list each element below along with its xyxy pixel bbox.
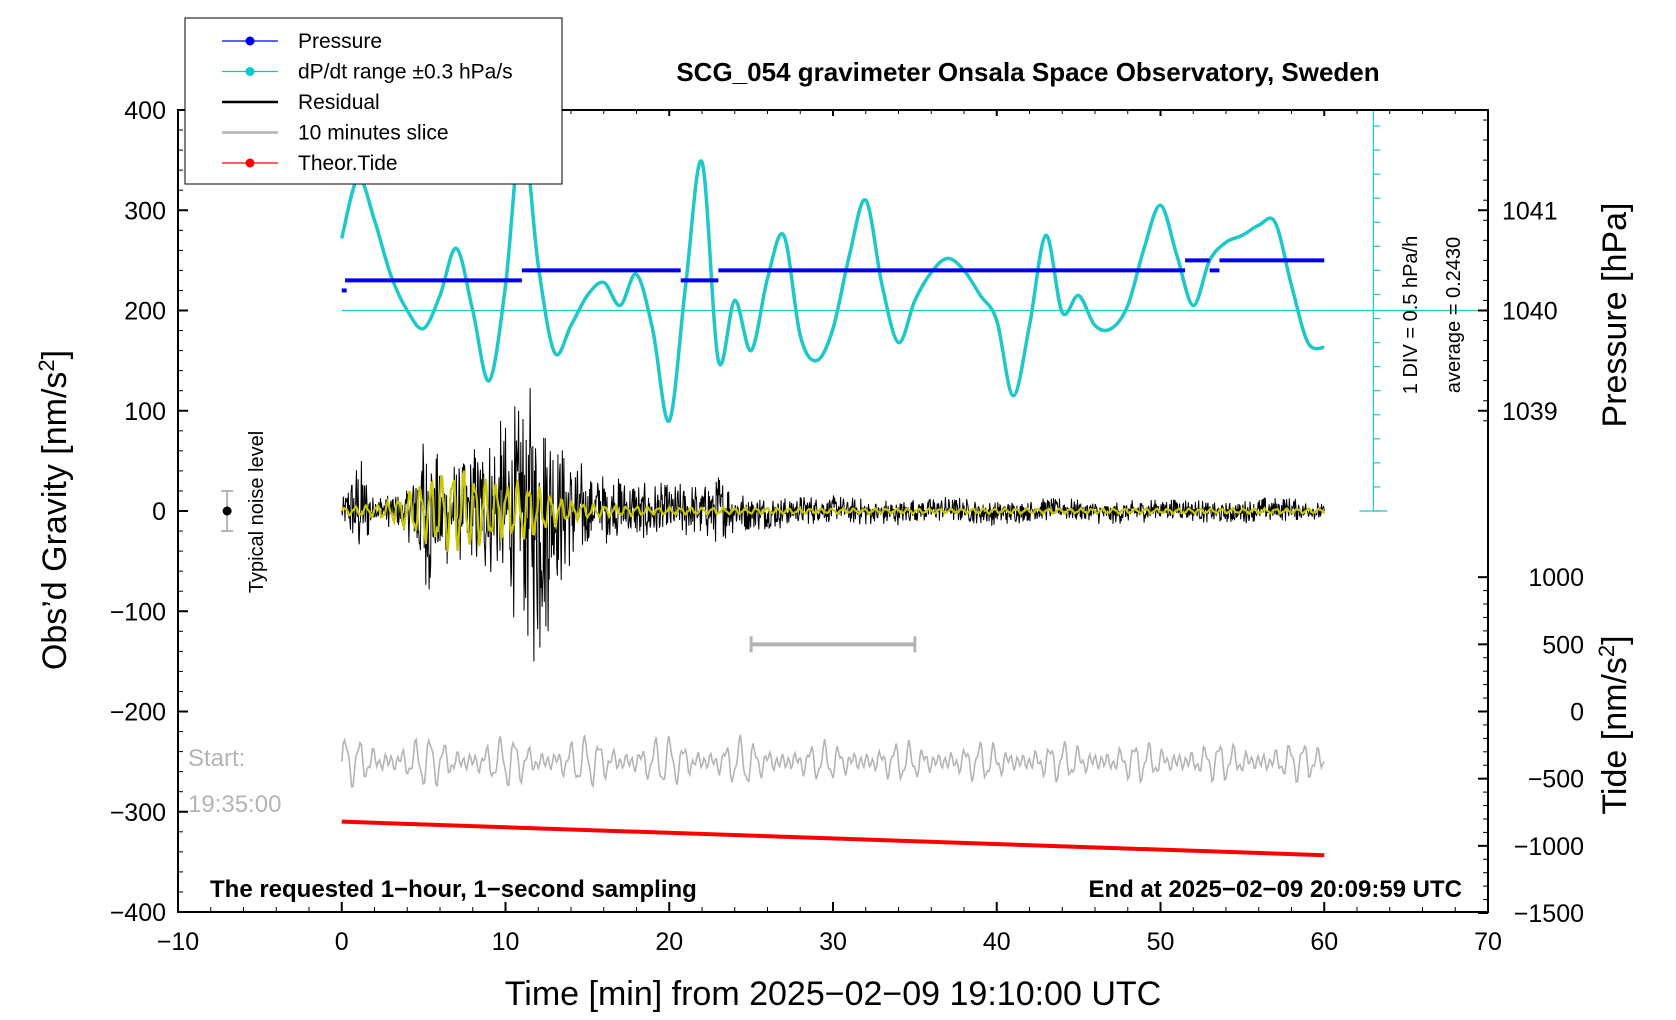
tide-tick-label: 500 bbox=[1542, 631, 1584, 659]
start-label: Start: bbox=[188, 745, 245, 772]
y-tick-label: 400 bbox=[124, 97, 166, 125]
tide-tick-label: 1000 bbox=[1528, 564, 1584, 592]
legend-label: Theor.Tide bbox=[298, 152, 398, 175]
pressure-div-label: 1 DIV = 0.5 hPa/h bbox=[1400, 236, 1422, 394]
tide-tick-label: 0 bbox=[1570, 699, 1584, 727]
y-tick-label: 200 bbox=[124, 298, 166, 326]
tide-tick-label: −1500 bbox=[1514, 900, 1584, 928]
pressure-axis-ticks: 1041 1040 1039 bbox=[1478, 119, 1558, 426]
y-axis-ticks: 400 300 200 100 0 −100 −200 −300 −400 bbox=[110, 97, 188, 927]
footer-right-note: End at 2025−02−09 20:09:59 UTC bbox=[1088, 876, 1462, 903]
x-tick-label: 0 bbox=[335, 928, 349, 956]
pressure-average-label: average = 0.2430 bbox=[1443, 237, 1465, 393]
y-tick-label: −400 bbox=[110, 899, 166, 927]
tide-axis-label-end: ] bbox=[1596, 635, 1634, 644]
x-axis-ticks: −10 0 10 20 30 40 50 60 70 bbox=[157, 110, 1502, 956]
y-tick-label: −200 bbox=[110, 699, 166, 727]
tide-axis-label-sup: 2 bbox=[1594, 645, 1619, 657]
legend-label: Pressure bbox=[298, 30, 382, 53]
tide-axis-label-text: Tide [nm/s bbox=[1596, 657, 1634, 814]
legend: Pressure dP/dt range ±0.3 hPa/s Residual 10… bbox=[184, 17, 563, 185]
y-tick-label: −300 bbox=[110, 799, 166, 827]
tide-axis-ticks: 1000 500 0 −500 −1000 −1500 bbox=[1478, 564, 1584, 928]
y-tick-label: −100 bbox=[110, 598, 166, 626]
x-tick-label: −10 bbox=[157, 928, 199, 956]
legend-swatch-marker bbox=[245, 36, 255, 46]
legend-swatch-marker bbox=[245, 158, 255, 168]
pressure-tick-label: 1039 bbox=[1502, 398, 1558, 426]
y-axis-label-text: Obs’d Gravity [nm/s bbox=[36, 372, 74, 671]
tide-tick-label: −500 bbox=[1528, 766, 1584, 794]
legend-items: Pressure dP/dt range ±0.3 hPa/s Residual 10… bbox=[222, 30, 513, 175]
y-axis-label: Obs’d Gravity [nm/s2] bbox=[34, 350, 74, 670]
y-tick-label: 100 bbox=[124, 398, 166, 426]
x-tick-label: 20 bbox=[655, 928, 683, 956]
residual-series-line bbox=[341, 388, 1325, 662]
x-tick-label: 60 bbox=[1310, 928, 1338, 956]
y-tick-label: 300 bbox=[124, 197, 166, 225]
y-tick-label: 0 bbox=[152, 498, 166, 526]
x-tick-label: 50 bbox=[1147, 928, 1175, 956]
slice-series-line bbox=[341, 734, 1325, 789]
chart-title: SCG_054 gravimeter Onsala Space Observat… bbox=[676, 57, 1379, 87]
x-tick-label: 70 bbox=[1474, 928, 1502, 956]
dpdt-series-line bbox=[340, 128, 1325, 423]
noise-level-label: Typical noise level bbox=[246, 431, 268, 593]
pressure-axis-label: Pressure [hPa] bbox=[1596, 203, 1634, 428]
noise-bar-point bbox=[222, 506, 232, 516]
pressure-tick-label: 1040 bbox=[1502, 298, 1558, 326]
filtered-residual-line bbox=[340, 470, 1326, 552]
tide-tick-label: −1000 bbox=[1514, 833, 1584, 861]
x-tick-label: 10 bbox=[492, 928, 520, 956]
plot-area bbox=[221, 110, 1488, 858]
x-tick-label: 30 bbox=[819, 928, 847, 956]
y-axis-label-sup: 2 bbox=[34, 359, 59, 371]
start-time: 19:35:00 bbox=[188, 791, 281, 818]
legend-label: 10 minutes slice bbox=[298, 122, 449, 145]
x-axis-label: Time [min] from 2025−02−09 19:10:00 UTC bbox=[505, 975, 1161, 1013]
legend-label: dP/dt range ±0.3 hPa/s bbox=[298, 61, 513, 84]
x-tick-label: 40 bbox=[983, 928, 1011, 956]
tide-axis-label: Tide [nm/s2] bbox=[1594, 635, 1634, 814]
y-axis-label-end: ] bbox=[36, 350, 74, 359]
tide-series-line bbox=[341, 819, 1325, 858]
legend-swatch-marker bbox=[245, 67, 255, 76]
footer-left-note: The requested 1−hour, 1−second sampling bbox=[210, 876, 697, 903]
pressure-tick-label: 1041 bbox=[1502, 197, 1558, 225]
legend-label: Residual bbox=[298, 91, 380, 114]
